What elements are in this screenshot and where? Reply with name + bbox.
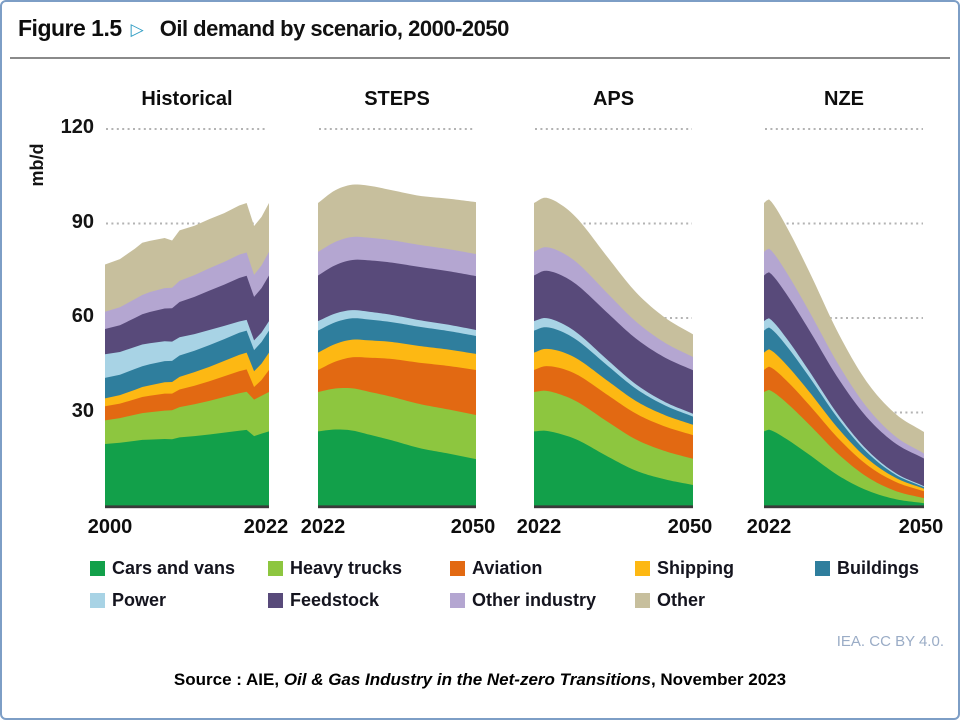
title-divider [10,57,950,59]
legend-swatch-feedstock [268,593,283,608]
area-aps-cars [534,430,693,507]
legend-item-other_ind: Other industry [450,590,596,611]
legend-item-shipping: Shipping [635,558,734,579]
legend-label-power: Power [112,590,167,610]
legend-item-feedstock: Feedstock [268,590,379,611]
x-label-steps-start: 2022 [300,516,346,538]
legend-swatch-cars [90,561,105,576]
legend-swatch-aviation [450,561,465,576]
legend-label-other_ind: Other industry [472,590,597,610]
x-label-historical-start: 2000 [87,516,133,538]
baseline-historical [105,505,269,509]
license-note: IEA. CC BY 4.0. [836,633,944,650]
legend-item-other: Other [635,590,705,611]
x-label-aps-end: 2050 [667,516,713,538]
x-label-steps-end: 2050 [450,516,496,538]
legend-swatch-other [635,593,650,608]
baseline-nze [764,505,924,509]
legend-label-trucks: Heavy trucks [290,558,403,578]
area-nze-cars [764,429,924,507]
x-label-aps-start: 2022 [516,516,562,538]
panel-chart-nze [764,128,924,509]
panel-header-historical: Historical [141,88,233,110]
area-historical-cars [105,429,269,507]
legend-label-buildings: Buildings [837,558,919,578]
legend-label-shipping: Shipping [657,558,734,578]
x-label-nze-end: 2050 [898,516,944,538]
legend-swatch-other_ind [450,593,465,608]
legend-label-feedstock: Feedstock [290,590,380,610]
legend-label-cars: Cars and vans [112,558,236,578]
legend-item-power: Power [90,590,166,611]
y-tick-30: 30 [71,399,94,422]
area-steps-cars [318,429,476,507]
source-suffix: , November 2023 [650,670,787,689]
x-label-historical-end: 2022 [243,516,289,538]
baseline-steps [318,505,476,509]
figure-title: Oil demand by scenario, 2000-2050 [159,15,510,41]
panel-header-steps: STEPS [364,88,430,110]
legend-swatch-trucks [268,561,283,576]
y-tick-120: 120 [60,116,94,138]
figure-title-row: Figure 1.5 ▷ Oil demand by scenario, 200… [18,15,509,42]
legend-item-buildings: Buildings [815,558,919,579]
source-title: Oil & Gas Industry in the Net-zero Trans… [283,670,651,689]
y-tick-90: 90 [71,210,94,233]
legend-item-cars: Cars and vans [90,558,235,579]
y-tick-60: 60 [71,305,94,327]
legend-label-aviation: Aviation [472,558,543,578]
panel-chart-steps [318,128,476,509]
panel-header-aps: APS [592,88,635,110]
panel-chart-aps [534,128,693,509]
y-axis-unit-label: mb/d [27,143,47,187]
legend-swatch-shipping [635,561,650,576]
source-line: Source : AIE, Oil & Gas Industry in the … [2,670,958,690]
panel-header-nze: NZE [824,88,864,110]
panel-chart-historical [105,128,269,509]
x-label-nze-start: 2022 [746,516,792,538]
baseline-aps [534,505,693,509]
legend-swatch-power [90,593,105,608]
legend-item-trucks: Heavy trucks [268,558,402,579]
figure-label: Figure 1.5 [18,15,122,41]
figure-arrow-icon: ▷ [130,19,144,39]
legend-swatch-buildings [815,561,830,576]
legend-item-aviation: Aviation [450,558,542,579]
source-prefix: Source : AIE, [173,670,284,689]
legend-label-other: Other [657,590,706,610]
